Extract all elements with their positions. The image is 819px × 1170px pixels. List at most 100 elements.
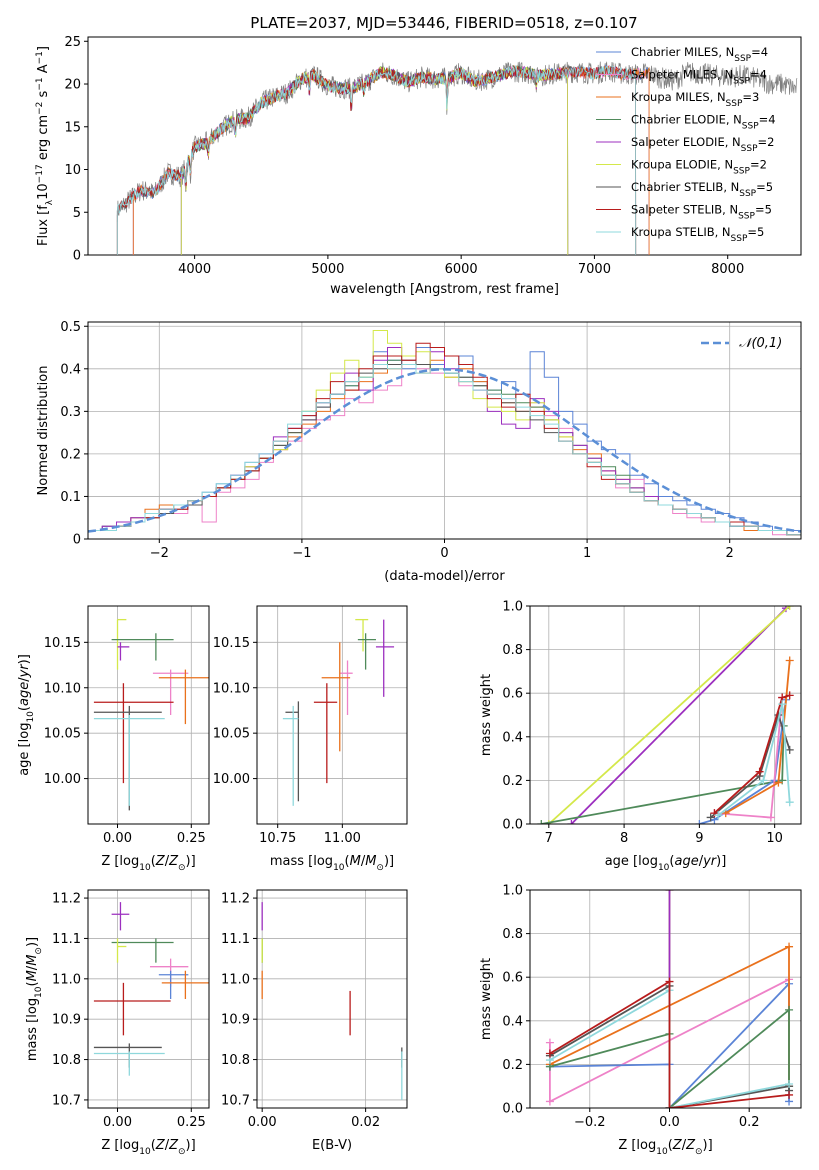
y-axis-label: mass weight <box>479 674 494 756</box>
x-tick-label: 0.2 <box>739 1115 760 1130</box>
label-part: Flux [f <box>36 205 51 246</box>
x-axis-label: Z [log10(Z/Z⊙)] <box>101 1138 195 1157</box>
axes-frame <box>256 605 408 825</box>
model-spectrum-line <box>132 65 650 255</box>
x-tick-label: 10.75 <box>259 831 296 846</box>
y-tick-label: 0.4 <box>502 1014 523 1029</box>
y-axis-label: Flux [fλ10−17 erg cm−2 s−1 A−1] <box>35 46 55 246</box>
label-part: Salpeter MILES, N <box>631 68 733 82</box>
label-part: ⊙ <box>695 1147 703 1157</box>
y-tick-label: 20 <box>64 78 81 93</box>
axes-frame <box>87 36 802 256</box>
x-tick-label: 10 <box>766 831 783 846</box>
massweight-vs-metallicity-panel: −0.2 0.0 0.20.00.20.40.60.81.0Z [log10(Z/Z… <box>479 884 802 1157</box>
label-part: Z <box>685 1138 696 1153</box>
label-part: ⊙ <box>178 1147 186 1157</box>
y-axis-label: age [log10(age/yr)] <box>17 654 36 776</box>
y-tick-label: 0.3 <box>60 405 81 420</box>
y-axis-label: mass weight <box>479 958 494 1040</box>
label-part: yr <box>17 663 32 679</box>
label-part: )] <box>25 937 40 947</box>
x-tick-label: −1 <box>292 546 311 561</box>
mass-weight-line <box>710 712 791 819</box>
y-tick-label: 11.2 <box>221 892 250 907</box>
label-part: M <box>25 970 40 981</box>
model-spectrum-line <box>132 64 650 255</box>
label-part: SSP <box>726 99 743 109</box>
y-tick-label: 0.5 <box>60 320 81 335</box>
x-tick-label: 0.00 <box>103 1115 132 1130</box>
mass-weight-marker <box>545 1097 554 1106</box>
spectrum-panel: 4000 5000 6000 7000 8000 0 5 10 15 20 25 Chabrier M… <box>35 35 802 297</box>
label-part: age <box>17 682 32 706</box>
mass-weight-marker <box>544 820 553 824</box>
x-axis-label: Z [log10(Z/Z⊙)] <box>101 854 195 873</box>
mass-weight-marker <box>785 942 794 951</box>
y-tick-label: 0.8 <box>502 643 523 658</box>
x-tick-label: 0.25 <box>177 831 206 846</box>
x-tick-label: 8000 <box>711 262 744 277</box>
y-tick-label: 10.05 <box>44 727 81 742</box>
x-tick-label: 6000 <box>445 262 478 277</box>
mass-weight-marker <box>714 811 723 820</box>
residuals-panel: −2 −1 0 1 2 0 0.1 0.2 0.3 0.4 0.5 𝒩(0,1) (data-model… <box>36 320 802 584</box>
mass-vs-ebv-panel: 0.00 0.02 10.7 10.8 10.9 11.0 11.1 11.2 E(B-V) <box>221 889 408 1153</box>
mass-weight-marker <box>785 1090 794 1099</box>
label-part: / <box>165 1138 170 1153</box>
y-tick-label: 11.1 <box>221 932 250 947</box>
label-part: =5 <box>756 180 773 194</box>
x-tick-label: 0 <box>440 546 448 561</box>
x-tick-label: 0.00 <box>103 831 132 846</box>
x-tick-label: −0.2 <box>574 1115 606 1130</box>
label-part: =2 <box>758 135 775 149</box>
mass-weight-marker <box>706 813 715 822</box>
label-part: Salpeter STELIB, N <box>631 203 738 217</box>
label-part: erg cm <box>36 115 51 164</box>
label-part: ] <box>36 46 51 51</box>
legend-label: Chabrier MILES, NSSP=4 <box>631 45 768 64</box>
legend-label: Salpeter STELIB, NSSP=5 <box>631 203 772 222</box>
label-part: / <box>165 854 170 869</box>
y-tick-label: 10.10 <box>213 681 250 696</box>
label-part: A <box>36 64 51 77</box>
y-tick-label: 25 <box>64 35 81 50</box>
y-tick-label: 10.7 <box>221 1093 250 1108</box>
y-tick-label: 10.8 <box>221 1053 250 1068</box>
label-part: SSP <box>738 212 755 222</box>
label-part: / <box>682 1138 687 1153</box>
axes-frame <box>87 605 210 825</box>
mass-weight-marker <box>665 977 674 986</box>
label-part: Kroupa STELIB, N <box>631 225 731 239</box>
y-tick-label: 0.0 <box>502 818 523 833</box>
label-part: )] <box>384 854 394 869</box>
x-tick-label: 7 <box>545 831 553 846</box>
label-part: / <box>17 677 32 682</box>
label-part: Chabrier MILES, N <box>631 45 734 59</box>
label-part: )] <box>716 854 726 869</box>
x-tick-label: 0.00 <box>248 1115 277 1130</box>
y-tick-label: 0.6 <box>502 971 523 986</box>
label-part: ⊙ <box>376 863 384 873</box>
y-tick-label: 10.9 <box>221 1013 250 1028</box>
label-part: )] <box>17 654 32 664</box>
axes-frame <box>529 889 802 1109</box>
label-part: Z [log <box>101 1138 139 1153</box>
x-tick-label: 4000 <box>178 262 211 277</box>
x-tick-label: 5000 <box>311 262 344 277</box>
label-part: =5 <box>755 203 772 217</box>
label-part: 10 <box>656 1147 668 1157</box>
label-part: ( <box>25 981 40 986</box>
mass-weight-marker <box>545 1038 554 1047</box>
label-part: =5 <box>747 225 764 239</box>
y-tick-label: 0.8 <box>502 927 523 942</box>
y-tick-label: 10.15 <box>213 636 250 651</box>
mass-weight-marker <box>774 778 783 787</box>
legend-label: Kroupa ELODIE, NSSP=2 <box>631 158 767 177</box>
model-spectrum-line <box>116 64 637 255</box>
label-part: )] <box>186 1138 196 1153</box>
y-tick-label: 15 <box>64 120 81 135</box>
